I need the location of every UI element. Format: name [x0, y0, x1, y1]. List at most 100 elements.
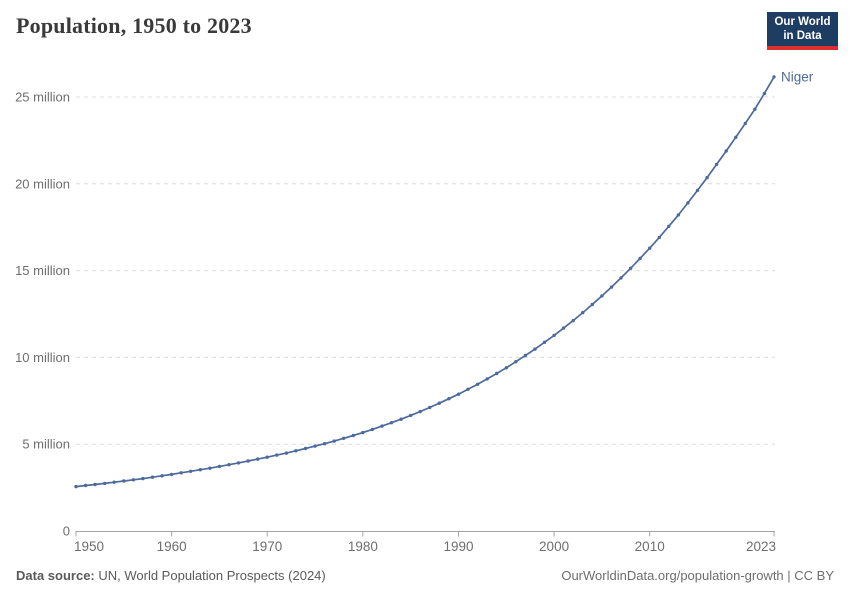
data-point[interactable]	[227, 463, 231, 467]
data-point[interactable]	[189, 469, 193, 473]
data-point[interactable]	[294, 449, 298, 453]
data-point[interactable]	[743, 121, 747, 126]
data-point[interactable]	[399, 417, 403, 421]
data-source-note[interactable]: Data source: UN, World Population Prospe…	[16, 568, 326, 583]
data-point[interactable]	[734, 135, 738, 139]
data-point[interactable]	[714, 162, 719, 167]
data-point[interactable]	[380, 424, 384, 428]
data-point[interactable]	[542, 340, 547, 344]
owid-logo-line2: in Data	[783, 30, 822, 42]
data-point[interactable]	[409, 413, 413, 418]
data-point[interactable]	[552, 333, 556, 338]
data-point[interactable]	[447, 397, 451, 401]
data-point[interactable]	[485, 377, 489, 381]
data-point[interactable]	[275, 453, 279, 457]
data-point[interactable]	[217, 464, 222, 469]
owid-logo[interactable]: Our World in Data	[767, 12, 838, 50]
data-point[interactable]	[495, 371, 499, 376]
series-line-niger[interactable]	[75, 76, 775, 488]
x-axis-tick-label: 1960	[157, 539, 187, 554]
data-point[interactable]	[131, 478, 136, 482]
data-point[interactable]	[322, 442, 327, 446]
data-point[interactable]	[112, 480, 116, 484]
data-point[interactable]	[179, 471, 183, 475]
series-end-label[interactable]: Niger	[781, 69, 814, 84]
data-point[interactable]	[705, 175, 709, 180]
data-point[interactable]	[370, 427, 375, 432]
data-point[interactable]	[676, 213, 681, 217]
data-point[interactable]	[93, 482, 97, 487]
data-point[interactable]	[514, 360, 518, 364]
x-axis-tick-label: 2010	[635, 539, 665, 554]
data-point[interactable]	[198, 468, 202, 472]
data-point[interactable]	[169, 472, 174, 477]
chart-footer: Data source: UN, World Population Prospe…	[16, 568, 834, 583]
data-point[interactable]	[590, 302, 594, 307]
data-point[interactable]	[581, 310, 585, 315]
x-axis-tick-label: 1980	[348, 539, 378, 554]
data-point[interactable]	[437, 401, 441, 405]
x-axis-tick-label: 1970	[252, 539, 282, 554]
data-point[interactable]	[284, 451, 289, 455]
data-point[interactable]	[648, 246, 652, 250]
data-point[interactable]	[236, 461, 241, 465]
data-point[interactable]	[74, 484, 78, 489]
data-point[interactable]	[686, 201, 690, 205]
y-axis-tick-label: 0	[63, 524, 70, 539]
data-point[interactable]	[609, 285, 614, 289]
data-point[interactable]	[466, 387, 470, 391]
data-point[interactable]	[122, 479, 126, 483]
y-axis-tick-label: 25 million	[15, 90, 70, 105]
x-axis-tick-label: 2023	[746, 539, 776, 554]
credit-link[interactable]: OurWorldinData.org/population-growth | C…	[561, 568, 834, 583]
data-point[interactable]	[332, 439, 336, 443]
data-point[interactable]	[265, 455, 269, 459]
data-point[interactable]	[456, 392, 461, 396]
data-point[interactable]	[389, 421, 394, 425]
data-point[interactable]	[418, 409, 422, 414]
data-point[interactable]	[83, 483, 88, 488]
data-point[interactable]	[628, 266, 633, 270]
y-axis-tick-label: 5 million	[22, 437, 70, 452]
data-point[interactable]	[246, 459, 250, 463]
data-point[interactable]	[303, 446, 308, 451]
data-point[interactable]	[150, 475, 155, 479]
data-point[interactable]	[208, 466, 212, 470]
x-axis-tick-label: 1990	[443, 539, 473, 554]
data-point[interactable]	[657, 235, 661, 240]
data-point[interactable]	[695, 188, 700, 193]
data-point[interactable]	[619, 276, 623, 280]
data-source-label: Data source:	[16, 568, 95, 583]
data-point[interactable]	[141, 476, 145, 481]
y-axis-tick-label: 15 million	[15, 263, 70, 278]
data-point[interactable]	[160, 474, 164, 478]
chart-title: Population, 1950 to 2023	[16, 13, 252, 38]
data-point[interactable]	[638, 256, 642, 261]
data-point[interactable]	[428, 405, 432, 410]
data-point[interactable]	[667, 224, 671, 228]
y-axis-tick-label: 20 million	[15, 176, 70, 191]
owid-logo-line1: Our World	[774, 16, 831, 28]
data-point[interactable]	[342, 436, 346, 440]
data-point[interactable]	[724, 149, 728, 153]
data-point[interactable]	[571, 318, 575, 323]
data-point[interactable]	[256, 457, 260, 461]
data-source-text: UN, World Population Prospects (2024)	[94, 568, 326, 583]
data-point[interactable]	[561, 326, 566, 330]
data-point[interactable]	[772, 75, 776, 79]
data-point[interactable]	[533, 347, 537, 351]
x-axis-tick-label: 1950	[74, 539, 104, 554]
data-point[interactable]	[475, 382, 480, 386]
data-point[interactable]	[600, 294, 604, 298]
data-point[interactable]	[361, 430, 365, 435]
data-point[interactable]	[351, 433, 355, 438]
data-point[interactable]	[762, 91, 767, 96]
data-point[interactable]	[313, 444, 317, 448]
y-axis-tick-label: 10 million	[15, 350, 70, 365]
data-point[interactable]	[103, 481, 107, 486]
data-point[interactable]	[523, 353, 528, 358]
data-point[interactable]	[504, 366, 508, 370]
data-point[interactable]	[753, 107, 757, 111]
